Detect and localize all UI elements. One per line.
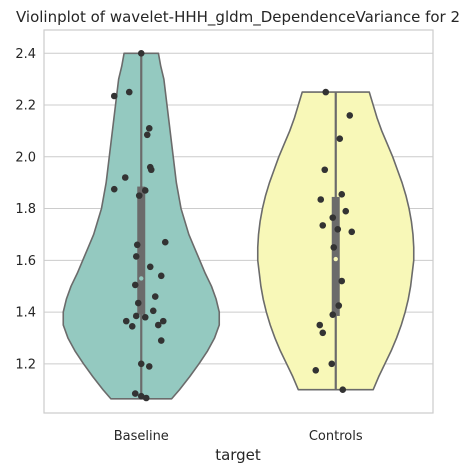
data-point: [338, 191, 346, 198]
x-tick-label: Controls: [309, 429, 363, 444]
data-point: [342, 207, 350, 215]
y-tick-label: 1.8: [15, 202, 36, 217]
data-point: [328, 360, 336, 368]
iqr-box-controls: [331, 196, 340, 316]
y-tick-label: 1.2: [15, 357, 36, 372]
data-point: [141, 187, 149, 194]
data-point: [336, 135, 344, 142]
data-point: [134, 299, 142, 307]
y-tick-label: 2.0: [15, 150, 36, 165]
data-point: [161, 238, 169, 246]
data-point: [319, 222, 327, 229]
data-point: [110, 92, 118, 100]
data-point: [132, 312, 140, 320]
data-point: [157, 272, 165, 280]
chart-title: Violinplot of wavelet-HHH_gldm_Dependenc…: [16, 8, 460, 27]
data-point: [316, 321, 324, 329]
x-axis-label: target: [215, 446, 261, 464]
data-point: [128, 323, 136, 330]
data-point: [329, 214, 337, 221]
data-point: [312, 367, 320, 374]
y-tick-labels: 1.2 1.4 1.6 1.8 2.0 2.2 2.4: [15, 47, 36, 373]
data-point: [149, 307, 157, 315]
x-tick-labels: Baseline Controls: [114, 429, 363, 444]
data-point: [147, 166, 155, 174]
plot-frame: [43, 29, 434, 414]
data-point: [329, 311, 337, 318]
data-point: [145, 363, 153, 370]
data-point: [145, 125, 153, 132]
data-point: [142, 394, 150, 402]
data-points: [110, 49, 356, 402]
data-point: [131, 390, 139, 397]
data-point: [122, 317, 130, 325]
median-baseline: [139, 276, 144, 281]
y-tick-label: 2.2: [15, 99, 36, 114]
data-point: [137, 360, 145, 368]
data-point: [137, 392, 145, 400]
data-point: [319, 329, 327, 337]
data-point: [141, 313, 149, 321]
x-tick-label: Baseline: [114, 429, 169, 444]
data-point: [317, 196, 325, 203]
data-point: [135, 192, 143, 199]
data-point: [346, 112, 354, 119]
violins: [62, 52, 415, 400]
data-point: [321, 166, 329, 174]
data-point: [335, 302, 343, 309]
data-point: [146, 263, 154, 271]
data-point: [338, 277, 346, 285]
data-point: [131, 281, 139, 289]
y-tick-label: 2.4: [15, 47, 36, 62]
iqr-box-baseline: [137, 186, 146, 315]
data-point: [110, 185, 118, 193]
data-point: [348, 228, 356, 236]
median-controls: [333, 256, 338, 262]
y-tick-label: 1.4: [15, 306, 36, 321]
data-point: [330, 244, 338, 251]
data-point: [133, 241, 141, 249]
y-tick-label: 1.6: [15, 254, 36, 269]
data-point: [125, 88, 133, 96]
data-point: [154, 321, 162, 329]
data-point: [322, 88, 330, 96]
data-point: [137, 49, 145, 57]
data-point: [151, 293, 159, 300]
data-point: [159, 317, 167, 325]
data-point: [334, 225, 342, 233]
data-point: [121, 174, 129, 181]
data-point: [157, 337, 165, 344]
data-point: [143, 131, 151, 139]
data-point: [132, 253, 140, 260]
data-point: [339, 386, 347, 394]
